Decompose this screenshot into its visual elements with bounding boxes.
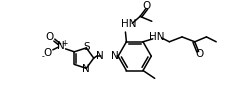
- Text: O: O: [143, 1, 151, 11]
- Text: N: N: [96, 51, 104, 61]
- Text: S: S: [83, 42, 90, 52]
- Text: +: +: [61, 39, 68, 49]
- Text: HN: HN: [149, 32, 164, 42]
- Text: -: -: [42, 52, 45, 61]
- Text: O: O: [44, 48, 52, 58]
- Text: O: O: [196, 49, 204, 59]
- Text: N: N: [82, 64, 90, 74]
- Text: HN: HN: [121, 19, 136, 29]
- Text: N: N: [57, 41, 64, 51]
- Text: N: N: [111, 51, 119, 61]
- Text: O: O: [46, 32, 54, 42]
